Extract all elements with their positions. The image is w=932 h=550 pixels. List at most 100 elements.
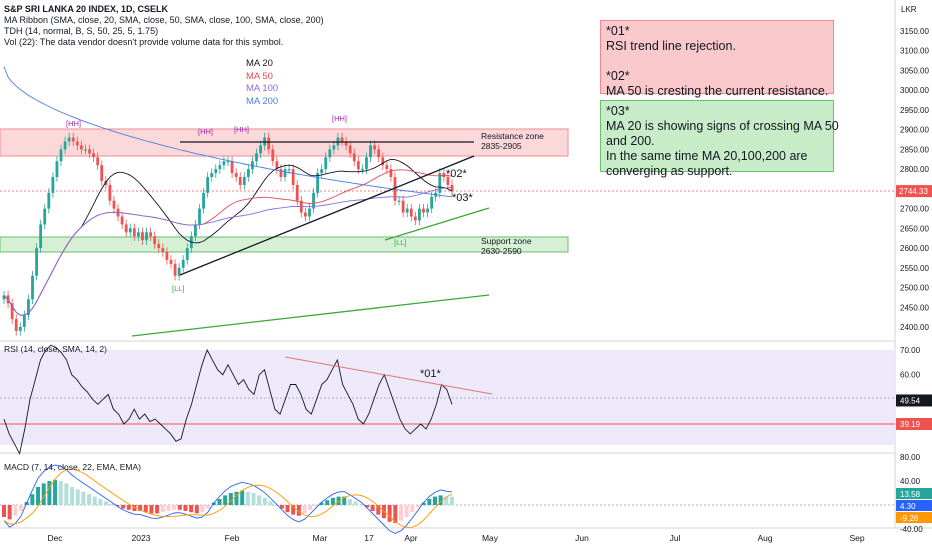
support-zone-title: Support zone [481,236,532,246]
candle-body [275,161,279,170]
candle-body [385,165,389,170]
ma200-label: MA 200 [246,95,279,107]
candle-body [206,177,210,193]
macd-histogram-bar [347,499,352,505]
candle-body [202,192,205,209]
time-tick-label: Dec [47,533,63,543]
candle-body [14,319,18,331]
candle-body [226,161,230,163]
macd-histogram-bar [138,505,143,511]
symbol-line[interactable]: S&P SRI LANKA 20 INDEX, 1D, CSELK [4,4,169,14]
ll-tag: [LL] [172,284,185,293]
long-trendline [131,294,490,337]
tdh-legend[interactable]: TDH (14, normal, B, S, 50, 25, 5, 1.75) [4,26,159,36]
candle-body [324,157,328,170]
macd-histogram-bar [245,491,250,505]
macd-histogram-bar [143,505,148,513]
macd-histogram-bar [109,503,114,505]
macd-histogram-bar [353,501,358,505]
price-tick-label: 2500.00 [900,284,929,293]
candle-body [47,192,51,209]
rsi-legend[interactable]: RSI (14, close, SMA, 14, 2) [4,344,107,354]
macd-value-badge [896,512,932,523]
candle-body [157,244,161,249]
candle-body [149,232,153,237]
macd-histogram-bar [217,499,222,505]
candle-body [373,145,377,150]
candle-body [389,169,393,178]
ma-legend: MA 20 MA 50 MA 100 MA 200 [246,58,278,108]
candle-body [287,169,291,171]
price-tick-label: 2700.00 [900,205,929,214]
hh-tag: [HH] [198,127,213,136]
macd-histogram-bar [444,496,449,505]
macd-histogram-bar [58,481,63,505]
candle-body [177,267,181,276]
macd-histogram-bar [92,496,97,505]
candle-body [2,295,6,300]
macd-group [2,464,454,534]
candle-body [267,137,271,150]
time-tick-label: Apr [404,533,417,543]
price-tick-label: 3150.00 [900,27,929,36]
chart-legend: S&P SRI LANKA 20 INDEX, 1D, CSELK MA Rib… [4,4,324,48]
candle-body [84,149,87,151]
candle-body [279,169,283,178]
macd-histogram-bar [7,505,12,520]
note-red-line: *02* [606,69,630,83]
macd-value-badge [896,500,932,511]
annotation-03: *03* [452,192,473,204]
ma100-line [3,187,453,316]
candle-body [418,208,421,221]
price-tick-label: 2450.00 [900,303,929,312]
candle-body [344,141,348,146]
macd-histogram-bar [262,497,267,505]
note-red: *01* RSI trend line rejection. *02* MA 5… [600,20,834,98]
candle-body [430,196,434,209]
candle-body [22,315,26,327]
macd-histogram-bar [285,505,290,513]
ma20-label: MA 20 [246,58,273,69]
time-tick-label: Sep [849,533,864,543]
ribbon-legend[interactable]: MA Ribbon (SMA, close, 20, SMA, close, 5… [4,15,324,25]
candle-body [137,232,140,237]
ma100-label: MA 100 [246,83,279,94]
candle-body [422,208,425,213]
vol-legend[interactable]: Vol (22): The data vendor doesn't provid… [4,37,284,47]
ma50-label: MA 50 [246,70,273,82]
macd-value-badge [896,488,932,499]
macd-histogram-bar [115,505,120,507]
macd-legend[interactable]: MACD (7, 14, close, 22, EMA, EMA) [4,462,141,472]
macd-histogram-bar [98,499,103,505]
macd-histogram-bar [393,505,398,523]
support-zone-range: 2630-2590 [481,246,522,256]
rsi-signal-badge [896,418,932,430]
candle-body [145,232,148,241]
macd-histogram-bar [228,493,233,505]
candle-body [100,165,104,181]
macd-histogram-bar [359,503,364,505]
macd-histogram-bar [104,501,109,505]
price-tick-label: 2550.00 [900,264,929,273]
candle-body [401,200,405,213]
candle-body [75,141,79,146]
candle-body [255,153,258,162]
macd-histogram-bar [126,505,131,510]
note-red-line: RSI trend line rejection. [606,39,736,53]
time-tick-label: Feb [225,533,240,543]
time-tick-label: May [482,533,499,543]
support-zone [0,236,569,253]
price-tick-label: 2950.00 [900,106,929,115]
macd-line [3,464,453,534]
macd-tick-label: 80.00 [900,453,921,462]
candle-body [283,169,287,178]
candle-body [35,248,38,276]
macd-histogram-bar [404,505,409,517]
macd-histogram-bar [415,505,420,508]
macd-histogram-bar [121,505,126,509]
hh-tag: [HH] [234,125,249,134]
rsi-tick-label: 70.00 [900,346,921,355]
candle-body [303,212,307,217]
macd-value-label: 13.58 [900,490,921,499]
